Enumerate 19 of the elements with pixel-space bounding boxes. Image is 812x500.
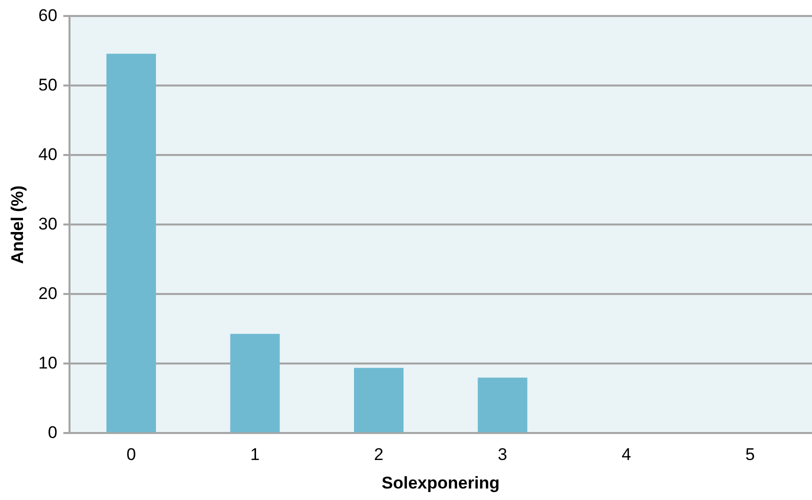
y-tick-label: 40 [38, 144, 58, 164]
y-tick-label: 60 [38, 6, 58, 25]
y-tick-label: 20 [38, 284, 58, 303]
x-tick-label: 1 [250, 445, 260, 464]
y-tick-label: 30 [38, 214, 58, 234]
bar [354, 368, 404, 432]
bar [478, 378, 528, 432]
x-tick-label: 4 [622, 445, 632, 464]
y-tick-label: 0 [48, 422, 58, 442]
x-tick-label: 2 [374, 445, 384, 464]
y-axis-title: Andel (%) [8, 186, 27, 264]
bar [230, 334, 280, 432]
x-axis-title: Solexponering [382, 473, 500, 492]
bar [106, 54, 156, 432]
x-tick-label: 3 [498, 445, 508, 464]
y-tick-label: 50 [38, 75, 58, 94]
x-tick-label: 5 [745, 445, 755, 464]
x-tick-label: 0 [126, 445, 136, 464]
y-tick-label: 10 [38, 353, 58, 372]
